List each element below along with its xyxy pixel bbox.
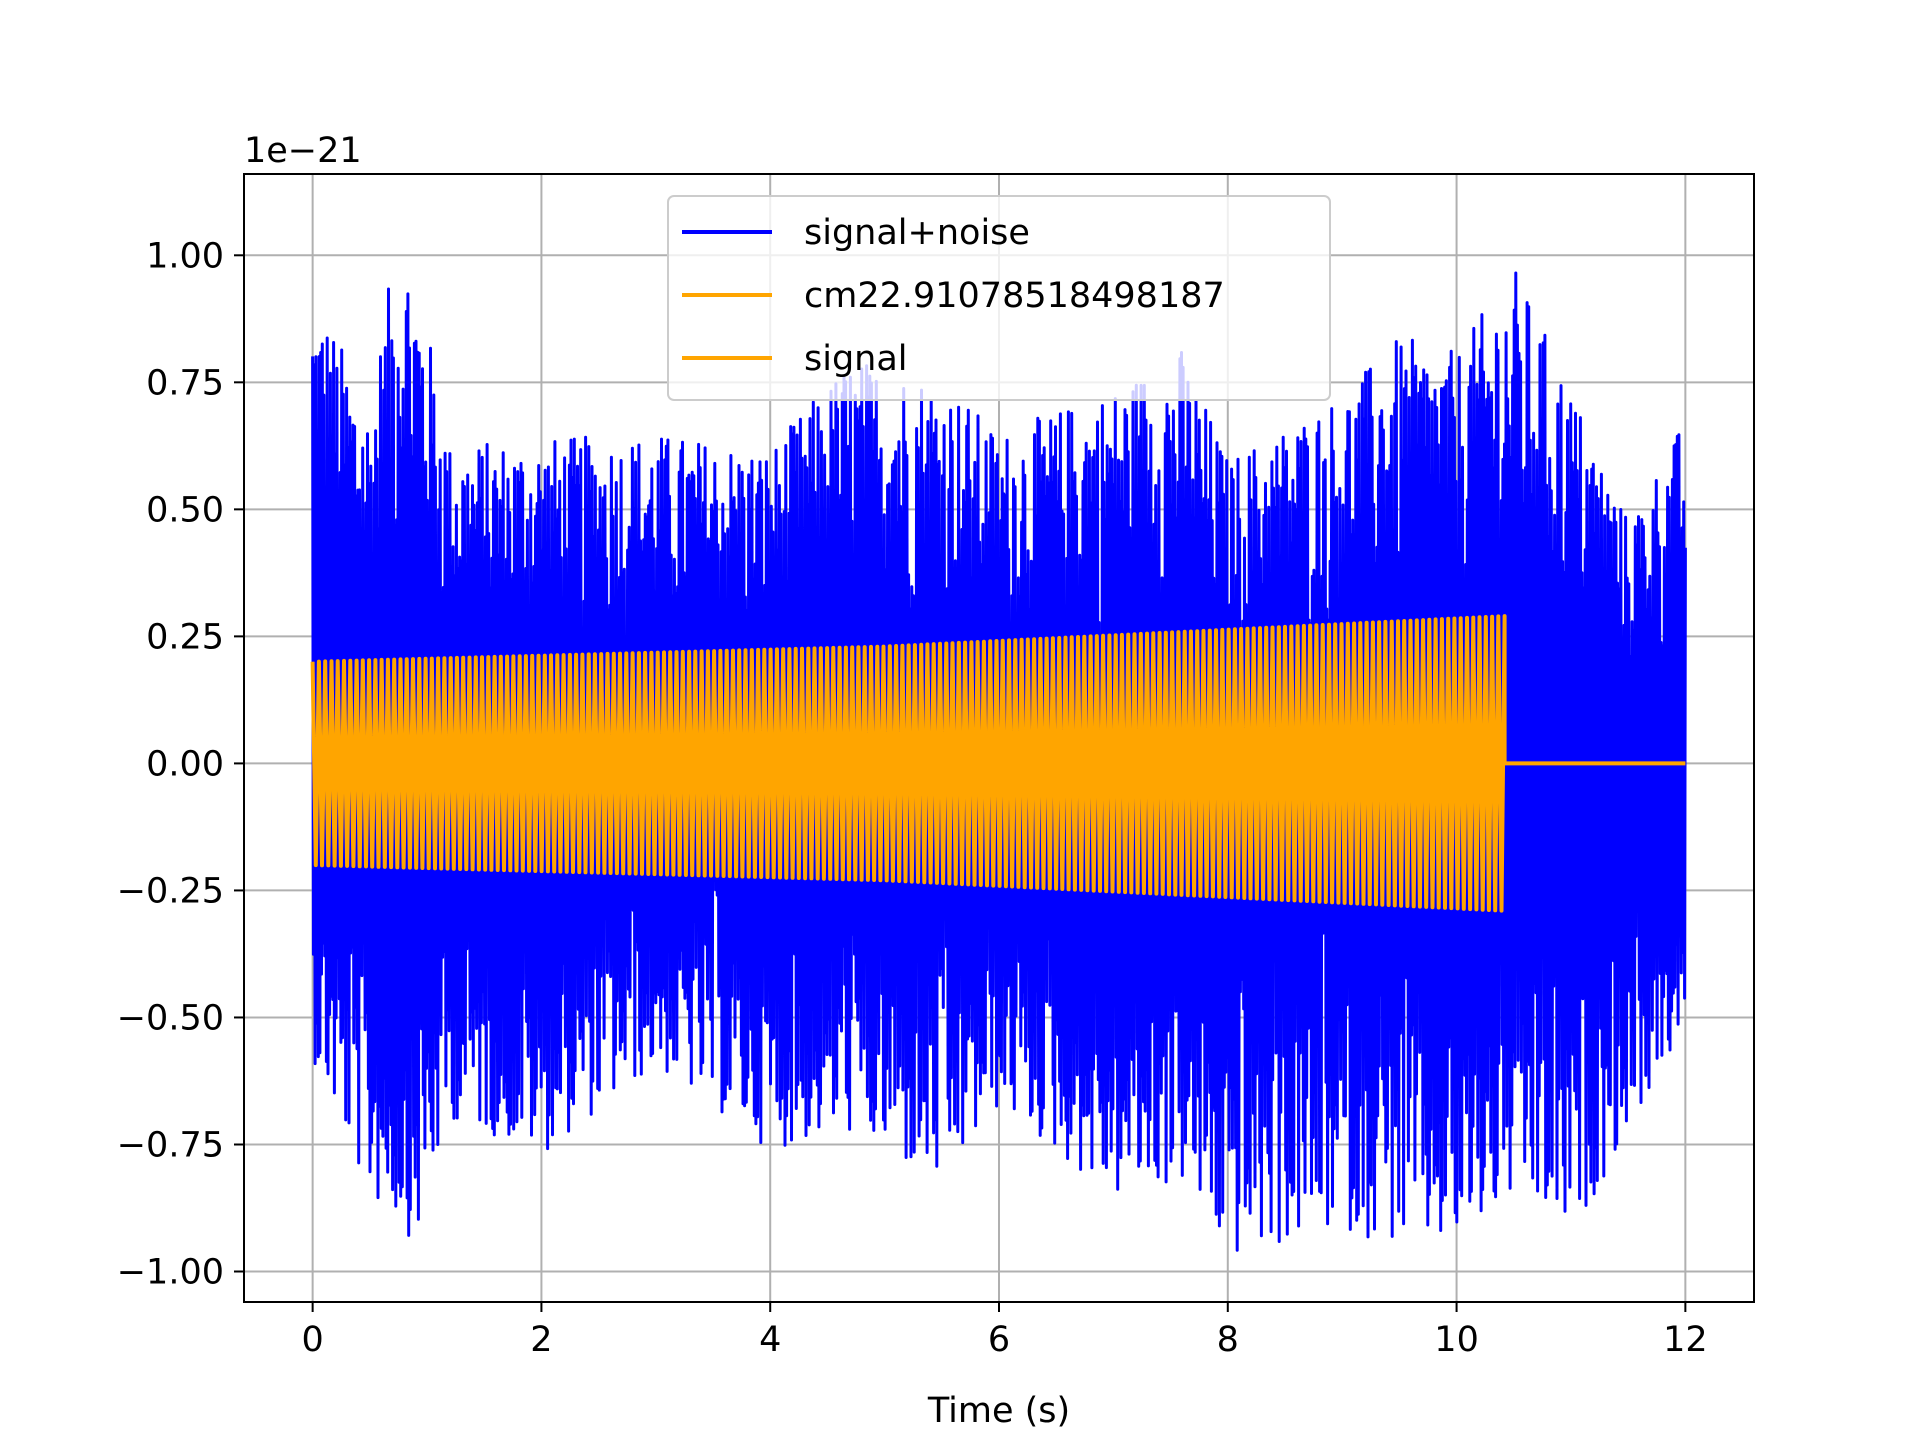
- x-tick-label: 4: [759, 1320, 781, 1360]
- legend-label-cm22: cm22.91078518498187: [804, 276, 1225, 316]
- legend-box: [667, 195, 1331, 401]
- x-tick-label: 10: [1434, 1320, 1479, 1360]
- y-tick-label: 0.50: [146, 490, 224, 530]
- x-tick-label: 8: [1217, 1320, 1239, 1360]
- y-tick-label: 0.75: [146, 363, 224, 403]
- y-tick-label: −0.25: [117, 871, 224, 911]
- y-tick-label: 0.00: [146, 744, 224, 784]
- legend-label-signal: signal: [804, 339, 908, 379]
- y-axis-ticks: −1.00 −0.75 −0.50 −0.25 0.00 0.25 0.50 0.75 1.00: [117, 236, 244, 1293]
- legend: signal+noise cm22.91078518498187 signal: [667, 195, 1331, 401]
- series-line-signal-noise: [311, 271, 1687, 1252]
- x-tick-label: 6: [988, 1320, 1010, 1360]
- y-tick-label: −1.00: [117, 1253, 224, 1293]
- x-axis-ticks: 0 2 4 6 8 10 12: [301, 1302, 1708, 1360]
- x-tick-label: 2: [530, 1320, 552, 1360]
- y-tick-label: 0.25: [146, 617, 224, 657]
- legend-label-signal-noise: signal+noise: [804, 213, 1030, 253]
- y-tick-label: −0.50: [117, 998, 224, 1038]
- x-axis-label: Time (s): [927, 1391, 1070, 1431]
- series-line-signal: [310, 614, 1686, 913]
- x-tick-label: 12: [1663, 1320, 1708, 1360]
- y-tick-label: 1.00: [146, 236, 224, 276]
- series-layer: [310, 271, 1687, 1252]
- x-tick-label: 0: [301, 1320, 323, 1360]
- y-tick-label: −0.75: [117, 1125, 224, 1165]
- y-offset-label: 1e−21: [244, 131, 362, 171]
